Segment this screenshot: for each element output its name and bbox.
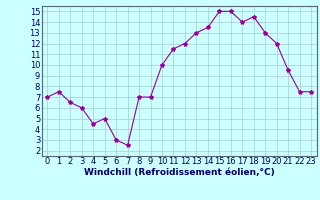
X-axis label: Windchill (Refroidissement éolien,°C): Windchill (Refroidissement éolien,°C) [84, 168, 275, 177]
